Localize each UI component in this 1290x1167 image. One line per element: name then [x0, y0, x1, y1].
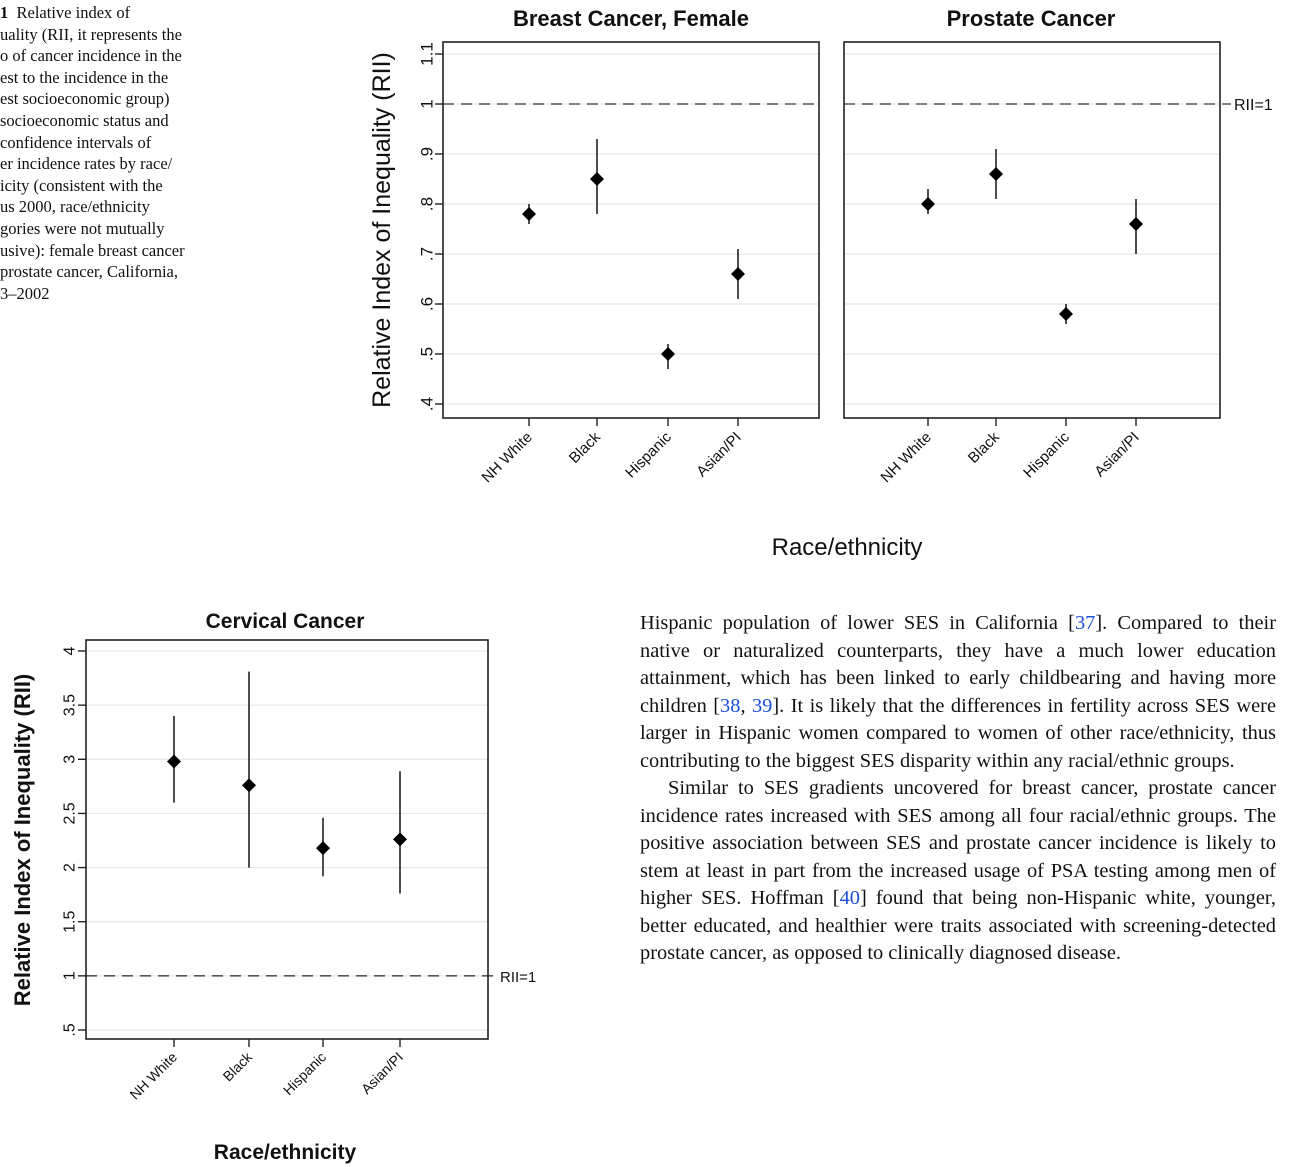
caption-line: 3–2002: [0, 283, 50, 303]
x-category-label: Hispanic: [622, 428, 675, 481]
caption-line: o of cancer incidence in the: [0, 46, 182, 66]
caption-line: us 2000, race/ethnicity: [0, 197, 150, 217]
data-point: [167, 754, 181, 769]
caption-line: icity (consistent with the: [0, 175, 163, 195]
x-category-label: Asian/PI: [693, 429, 745, 481]
data-point: [1129, 217, 1143, 231]
body-text: Hispanic population of lower SES in Cali…: [640, 610, 1276, 968]
data-point: [590, 172, 604, 186]
data-point: [731, 267, 745, 281]
y-tick-label: 1.5: [62, 910, 79, 932]
caption-line: uality (RII, it represents the: [0, 24, 182, 44]
citation-link[interactable]: 38: [720, 694, 741, 717]
y-axis-label: Relative Index of Inequality (RII): [368, 52, 396, 408]
caption-line: 1 Relative index of: [0, 3, 131, 22]
x-category-label: Hispanic: [1020, 428, 1073, 481]
x-axis-label: Race/ethnicity: [772, 534, 923, 561]
caption-line: usive): female breast cancer: [0, 240, 185, 260]
data-point: [661, 347, 675, 361]
data-point: [242, 778, 256, 793]
plot-frame: [85, 639, 489, 1040]
data-point: [921, 197, 935, 211]
paragraph-1: Hispanic population of lower SES in Cali…: [640, 612, 1277, 772]
chart-title: Prostate Cancer: [947, 6, 1116, 31]
caption-line: prostate cancer, California,: [0, 262, 179, 282]
y-tick-label: 1.1: [418, 42, 437, 66]
data-point: [393, 832, 407, 847]
data-point: [1059, 307, 1073, 321]
y-tick-label: 1: [418, 99, 437, 108]
caption-line: est to the incidence in the: [0, 67, 169, 87]
citation-link[interactable]: 37: [1074, 612, 1096, 634]
y-tick-label: .5: [62, 1023, 79, 1036]
y-tick-label: 4: [62, 646, 79, 655]
x-category-label: Asian/PI: [358, 1049, 406, 1097]
x-category-label: Asian/PI: [1091, 429, 1143, 481]
citation-link[interactable]: 40: [839, 887, 860, 909]
x-category-label: Black: [220, 1048, 256, 1084]
plot-frame: [442, 41, 820, 419]
y-tick-label: 3.5: [62, 694, 79, 716]
chart-title: Cervical Cancer: [206, 610, 365, 633]
y-tick-label: 2.5: [62, 802, 79, 824]
y-axis-label: Relative Index of Inequality (RII): [10, 674, 35, 1007]
caption-line: confidence intervals of: [0, 132, 152, 152]
caption-line: er incidence rates by race/: [0, 154, 173, 174]
data-point: [522, 207, 536, 221]
x-axis-label: Race/ethnicity: [214, 1141, 357, 1164]
y-tick-label: .5: [418, 347, 437, 361]
y-tick-label: .7: [418, 247, 437, 261]
figure-caption: 1 Relative index of uality (RII, it repre…: [0, 2, 270, 304]
y-tick-label: .8: [418, 197, 437, 211]
x-category-label: Hispanic: [280, 1049, 329, 1098]
y-tick-label: 1: [62, 971, 79, 980]
y-tick-label: .4: [418, 397, 437, 411]
data-point: [316, 841, 330, 856]
data-point: [989, 167, 1003, 181]
x-category-label: Black: [566, 428, 604, 466]
caption-line: est socioeconomic group): [0, 89, 170, 109]
y-tick-label: 3: [62, 755, 79, 764]
y-tick-label: .6: [418, 297, 437, 311]
citation-link[interactable]: 39: [751, 694, 773, 717]
x-category-label: Black: [965, 428, 1003, 466]
reference-label: RII=1: [1234, 97, 1273, 114]
paragraph-2: Similar to SES gradients uncovered for b…: [640, 777, 1276, 964]
x-category-label: NH White: [877, 429, 934, 486]
y-tick-label: 2: [62, 863, 79, 872]
plot-frame: [843, 41, 1221, 419]
reference-label: RII=1: [500, 969, 536, 986]
chart-title: Breast Cancer, Female: [513, 6, 749, 31]
x-category-label: NH White: [126, 1049, 180, 1103]
y-tick-label: .9: [418, 147, 437, 161]
caption-line: gories were not mutually: [0, 218, 165, 238]
caption-line: socioeconomic status and: [0, 110, 169, 130]
x-category-label: NH White: [478, 429, 535, 486]
